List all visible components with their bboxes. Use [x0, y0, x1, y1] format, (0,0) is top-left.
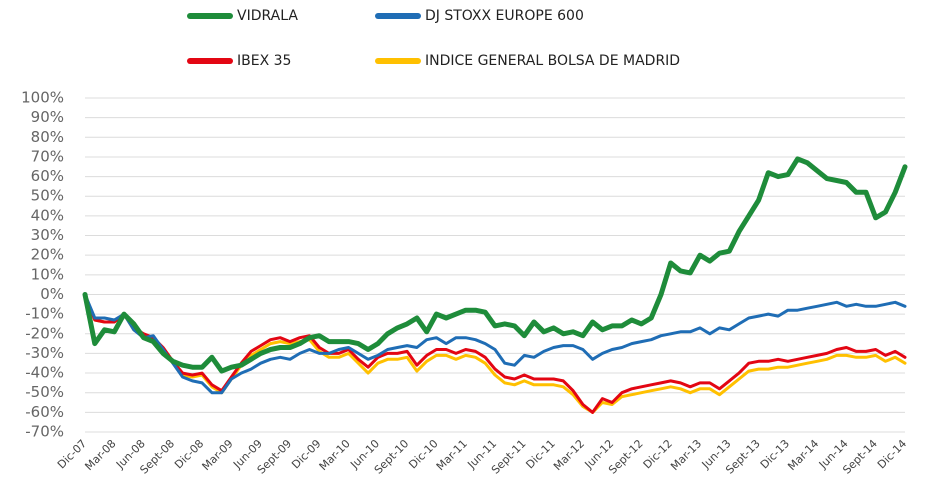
y-tick-label: -10% — [25, 305, 64, 323]
y-tick-label: 50% — [31, 187, 64, 205]
y-tick-label: -40% — [25, 364, 64, 382]
y-tick-label: 30% — [31, 226, 64, 244]
x-tick-label: Mar-12 — [551, 437, 587, 473]
legend-label: DJ STOXX EUROPE 600 — [425, 8, 584, 24]
y-tick-label: -50% — [25, 383, 64, 401]
x-tick-label: Mar-14 — [785, 437, 821, 473]
x-tick-label: Dic-14 — [875, 437, 909, 471]
x-tick-label: Mar-09 — [200, 437, 236, 473]
y-tick-label: 40% — [31, 206, 64, 224]
y-tick-label: 100% — [21, 89, 64, 107]
y-tick-label: -70% — [25, 423, 64, 441]
x-tick-label: Mar-13 — [668, 437, 704, 473]
legend-label: IBEX 35 — [237, 53, 291, 69]
y-tick-label: 60% — [31, 167, 64, 185]
y-tick-label: 0% — [40, 285, 64, 303]
x-tick-label: Mar-11 — [434, 437, 470, 473]
y-tick-label: 90% — [31, 108, 64, 126]
y-tick-label: 70% — [31, 147, 64, 165]
series-line — [82, 156, 908, 374]
x-tick-label: Mar-08 — [82, 437, 118, 473]
y-tick-label: 80% — [31, 128, 64, 146]
y-tick-label: 10% — [31, 265, 64, 283]
y-tick-label: -20% — [25, 324, 64, 342]
y-tick-label: -30% — [25, 344, 64, 362]
x-tick-label: Mar-10 — [317, 437, 353, 473]
y-tick-label: 20% — [31, 246, 64, 264]
series-line — [83, 293, 907, 395]
y-tick-label: -60% — [25, 403, 64, 421]
legend-label: INDICE GENERAL BOLSA DE MADRID — [425, 53, 680, 69]
legend-label: VIDRALA — [237, 8, 298, 24]
